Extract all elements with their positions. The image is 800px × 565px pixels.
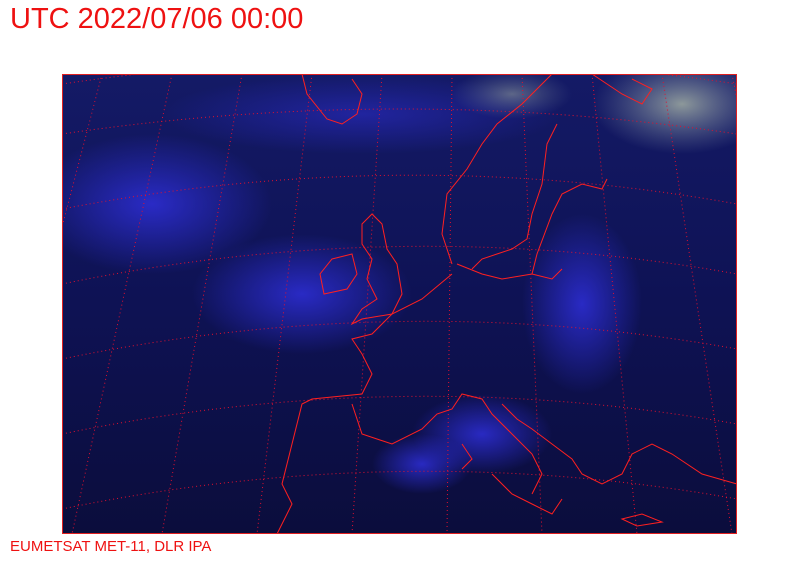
satellite-map [62,74,737,534]
cloud-layer [62,74,737,494]
coastlines [276,74,737,534]
graticule [62,74,737,534]
map-frame [62,74,737,534]
timestamp-title: UTC 2022/07/06 00:00 [10,3,304,35]
image-credit: EUMETSAT MET-11, DLR IPA [10,538,212,555]
